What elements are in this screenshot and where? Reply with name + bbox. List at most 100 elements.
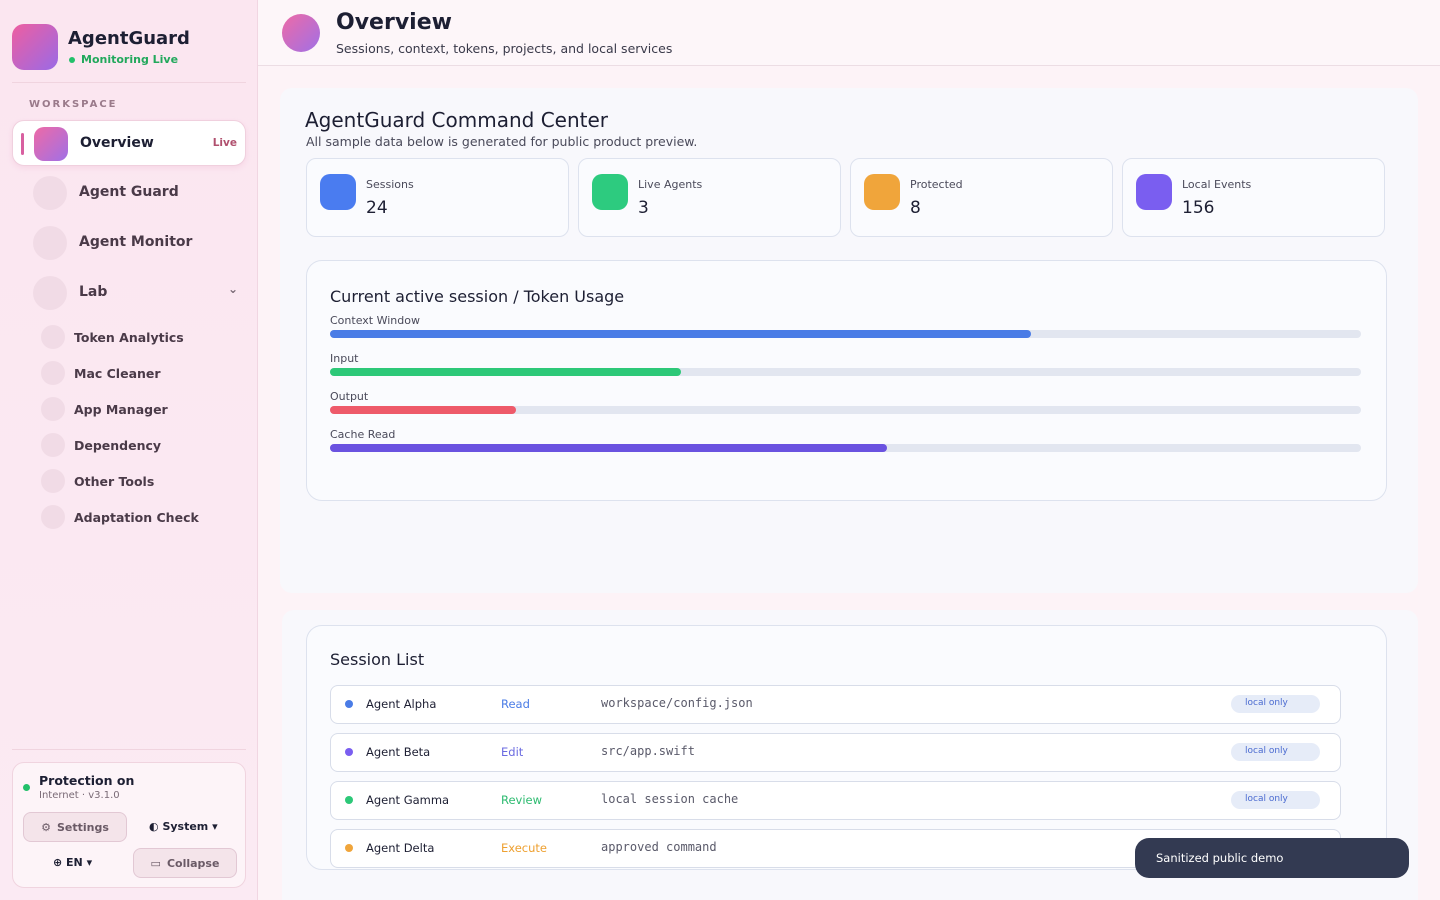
target: approved command (601, 840, 717, 854)
bar-fill (330, 368, 681, 376)
stat-label: Protected (910, 178, 963, 191)
panel-note: All sample data below is generated for p… (306, 134, 698, 149)
stat-card: Sessions 24 (306, 158, 569, 237)
header: Overview Sessions, context, tokens, proj… (258, 0, 1440, 66)
agent-dot (345, 844, 353, 852)
sub-icon (41, 505, 65, 529)
theme-label: System (162, 820, 209, 833)
collapse-label: Collapse (166, 856, 220, 870)
bar-track (330, 406, 1361, 414)
command-panel: AgentGuard Command Center All sample dat… (280, 88, 1418, 593)
logo (12, 24, 58, 70)
tag: local only (1231, 791, 1320, 809)
divider (12, 749, 246, 750)
nav-item[interactable]: Overview Live (12, 120, 246, 166)
bar-fill (330, 330, 1032, 338)
nav-item[interactable]: Agent Guard (12, 170, 246, 216)
agent-dot (345, 700, 353, 708)
language-select[interactable]: ⊕ EN ▾ (53, 856, 93, 869)
nav-badge: Live (212, 137, 237, 149)
toast: Sanitized public demo (1135, 838, 1409, 878)
sub-item[interactable]: App Manager (74, 402, 168, 417)
bar-track (330, 444, 1361, 452)
nav-item[interactable]: Lab ⌄ (12, 270, 246, 316)
page-title: Overview (336, 10, 452, 35)
stat-label: Live Agents (638, 178, 703, 191)
footer-card: Protection on Internet · v3.1.0 ⚙ Setting… (12, 762, 246, 888)
nav-icon (33, 176, 67, 210)
sub-icon (41, 469, 65, 493)
session-row[interactable]: Agent Alpha Read workspace/config.json loca… (330, 685, 1341, 724)
sub-item[interactable]: Mac Cleaner (74, 366, 161, 381)
nav-icon (33, 276, 67, 310)
session-row[interactable]: Agent Gamma Review local session cache loca… (330, 781, 1341, 820)
status-dot (69, 57, 75, 63)
bar-label: Output (330, 390, 369, 403)
session-row[interactable]: Agent Beta Edit src/app.swift local only (330, 733, 1341, 772)
sub-item[interactable]: Dependency (74, 438, 162, 453)
version: Internet · v3.1.0 (39, 790, 120, 801)
collapse-button[interactable]: ▭ Collapse (133, 848, 237, 878)
stat-card: Protected 8 (850, 158, 1113, 237)
page-subtitle: Sessions, context, tokens, projects, and… (336, 41, 673, 56)
session-card: Session List Agent Alpha Read workspace/co… (306, 625, 1387, 870)
bar-label: Cache Read (330, 428, 396, 441)
chevron: ⌄ (227, 282, 238, 296)
sub-item[interactable]: Token Analytics (74, 330, 184, 345)
agent-name: Agent Beta (366, 745, 431, 759)
sub-item[interactable]: Other Tools (74, 474, 155, 489)
sub-item[interactable]: Adaptation Check (74, 510, 199, 525)
usage-card: Current active session / Token Usage Con… (306, 260, 1387, 501)
nav-label: Agent Monitor (79, 234, 193, 250)
nav-item[interactable]: Agent Monitor (12, 220, 246, 266)
action: Review (501, 793, 543, 807)
agent-name: Agent Delta (366, 841, 435, 855)
agent-name: Agent Alpha (366, 697, 437, 711)
protection-status: Protection on (39, 773, 135, 788)
nav-label: Overview (80, 135, 154, 151)
target: local session cache (601, 792, 739, 806)
target: src/app.swift (601, 744, 695, 758)
bar-fill (330, 444, 887, 452)
stat-icon (592, 174, 628, 210)
stat-value: 3 (638, 198, 649, 218)
stat-value: 8 (910, 198, 921, 218)
session-title: Session List (330, 650, 425, 669)
sub-icon (41, 325, 65, 349)
bar-track (330, 330, 1361, 338)
status-dot (23, 784, 30, 791)
stat-value: 156 (1182, 198, 1215, 218)
nav-label: Lab (79, 284, 108, 300)
active-indicator (21, 133, 24, 155)
bar-label: Context Window (330, 314, 420, 327)
action: Read (501, 697, 530, 711)
divider (12, 82, 246, 83)
settings-button[interactable]: ⚙ Settings (23, 812, 127, 842)
nav-icon (34, 127, 68, 161)
stat-value: 24 (366, 198, 388, 218)
agent-dot (345, 796, 353, 804)
tag: local only (1231, 695, 1320, 713)
theme-select[interactable]: ◐ System ▾ (149, 820, 218, 833)
sidebar: AgentGuard Monitoring Live WORKSPACE Pro… (0, 0, 258, 900)
action: Execute (501, 841, 547, 855)
nav-icon (33, 226, 67, 260)
bar-label: Input (330, 352, 359, 365)
header-icon (282, 14, 320, 52)
sub-icon (41, 433, 65, 457)
sub-icon (41, 361, 65, 385)
sub-icon (41, 397, 65, 421)
tag: local only (1231, 743, 1320, 761)
nav-label: Agent Guard (79, 184, 179, 200)
brand-status: Monitoring Live (81, 53, 179, 66)
stat-label: Sessions (366, 178, 414, 191)
lang-label: EN (66, 856, 83, 869)
stat-icon (864, 174, 900, 210)
settings-label: Settings (56, 820, 109, 834)
section-label: WORKSPACE (29, 99, 118, 110)
usage-title: Current active session / Token Usage (330, 287, 625, 306)
stat-card: Live Agents 3 (578, 158, 841, 237)
target: workspace/config.json (601, 696, 753, 710)
stat-label: Local Events (1182, 178, 1252, 191)
